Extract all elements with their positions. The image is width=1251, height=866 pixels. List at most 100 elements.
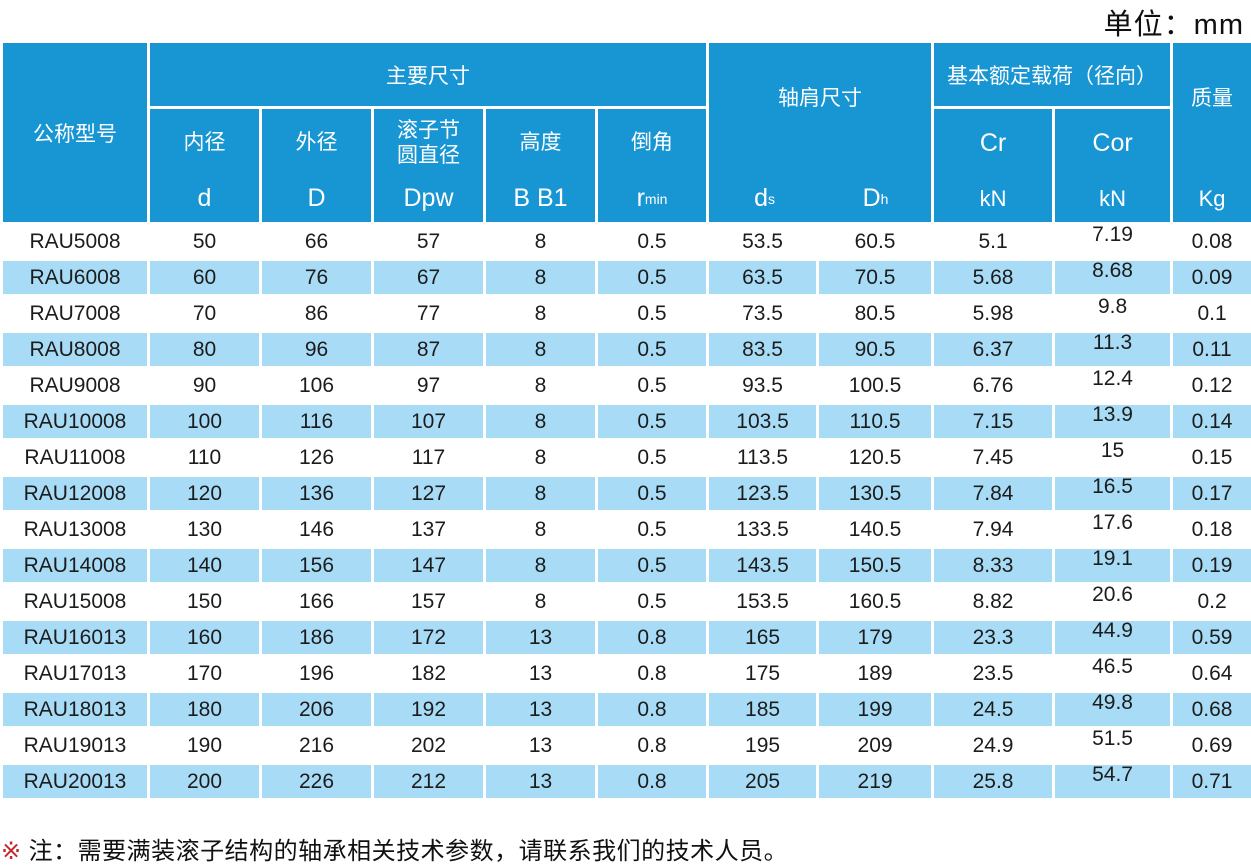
- cell-Cor: 49.8: [1052, 690, 1174, 729]
- cell-mass: 0.68: [1170, 690, 1251, 729]
- cell-D: 66: [259, 222, 374, 261]
- cell-d: 120: [147, 474, 262, 513]
- cell-Cr: 8.33: [931, 546, 1056, 585]
- cell-d: 110: [147, 438, 262, 477]
- cell-Cor: 11.3: [1052, 330, 1174, 369]
- cell-mass: 0.09: [1170, 258, 1251, 297]
- footnote: ※ 注：需要满装滚子结构的轴承相关技术参数，请联系我们的技术人员。: [1, 831, 788, 866]
- cell-Cor: 16.5: [1052, 474, 1174, 513]
- cell-B: 8: [483, 366, 598, 405]
- cell-Dpw: 87: [371, 330, 486, 369]
- cell-D: 86: [259, 294, 374, 333]
- cell-model: RAU11008: [0, 438, 150, 477]
- cell-Dpw: 192: [371, 690, 486, 729]
- cell-ds: 165: [706, 618, 820, 657]
- cell-r-min: 0.5: [594, 294, 710, 333]
- table-row: RAU6008 60 76 67 8 0.5 63.5 70.5 5.68 8.68 0.09: [0, 258, 1251, 297]
- cell-Dh: 140.5: [816, 510, 935, 549]
- cell-mass: 0.08: [1170, 222, 1251, 261]
- cell-B: 8: [483, 330, 598, 369]
- cell-Dpw: 147: [371, 546, 486, 585]
- table-row: RAU16013 160 186 172 13 0.8 165 179 23.3 44.9 0.59: [0, 618, 1251, 657]
- cell-r-min: 0.5: [594, 258, 710, 297]
- cell-mass: 0.59: [1170, 618, 1251, 657]
- cell-Dpw: 77: [371, 294, 486, 333]
- cell-D: 206: [259, 690, 374, 729]
- cell-ds: 205: [706, 762, 820, 801]
- cell-mass: 0.14: [1170, 402, 1251, 441]
- cell-Dh: 110.5: [816, 402, 935, 441]
- cell-mass: 0.12: [1170, 366, 1251, 405]
- cell-Dh: 189: [816, 654, 935, 693]
- cell-mass: 0.69: [1170, 726, 1251, 765]
- cell-Dh: 60.5: [816, 222, 935, 261]
- cell-ds: 53.5: [706, 222, 820, 261]
- cell-r-min: 0.8: [594, 690, 710, 729]
- cell-Dh: 199: [816, 690, 935, 729]
- cell-D: 76: [259, 258, 374, 297]
- cell-model: RAU17013: [0, 654, 150, 693]
- mass-unit: Kg: [1198, 185, 1226, 211]
- cell-Dpw: 137: [371, 510, 486, 549]
- cell-Dh: 160.5: [816, 582, 935, 621]
- cell-D: 136: [259, 474, 374, 513]
- cell-ds: 133.5: [706, 510, 820, 549]
- cell-ds: 185: [706, 690, 820, 729]
- table-row: RAU12008 120 136 127 8 0.5 123.5 130.5 7.84 16.5 0…: [0, 474, 1251, 513]
- cell-Cr: 25.8: [931, 762, 1056, 801]
- table-row: RAU8008 80 96 87 8 0.5 83.5 90.5 6.37 11.3 0.11: [0, 330, 1251, 369]
- cell-B: 13: [483, 618, 598, 657]
- cell-Cr: 6.76: [931, 366, 1056, 405]
- cell-r-min: 0.5: [594, 438, 710, 477]
- cell-Cor: 20.6: [1052, 582, 1174, 621]
- cell-Cor: 7.19: [1052, 222, 1174, 261]
- footnote-text: 注：需要满装滚子结构的轴承相关技术参数，请联系我们的技术人员。: [28, 838, 789, 865]
- cell-ds: 143.5: [706, 546, 820, 585]
- cell-Dh: 70.5: [816, 258, 935, 297]
- cell-Cr: 5.68: [931, 258, 1056, 297]
- cell-model: RAU15008: [0, 582, 150, 621]
- cell-Dpw: 117: [371, 438, 486, 477]
- cell-Cor: 51.5: [1052, 726, 1174, 765]
- footnote-marker-icon: ※: [1, 838, 22, 865]
- cell-ds: 83.5: [706, 330, 820, 369]
- cell-Dpw: 107: [371, 402, 486, 441]
- cell-model: RAU10008: [0, 402, 150, 441]
- cell-Cr: 7.15: [931, 402, 1056, 441]
- cell-d: 70: [147, 294, 262, 333]
- cell-Cr: 6.37: [931, 330, 1056, 369]
- header-chamfer: 倒角 r min: [594, 106, 710, 225]
- cell-Cor: 13.9: [1052, 402, 1174, 441]
- cell-mass: 0.2: [1170, 582, 1251, 621]
- cell-r-min: 0.5: [594, 474, 710, 513]
- cell-Cor: 15: [1052, 438, 1174, 477]
- table-row: RAU19013 190 216 202 13 0.8 195 209 24.9 51.5 0.69: [0, 726, 1251, 765]
- cell-B: 8: [483, 402, 598, 441]
- cell-model: RAU9008: [0, 366, 150, 405]
- cell-ds: 175: [706, 654, 820, 693]
- cell-model: RAU14008: [0, 546, 150, 585]
- cell-d: 190: [147, 726, 262, 765]
- cell-r-min: 0.8: [594, 618, 710, 657]
- cell-r-min: 0.5: [594, 510, 710, 549]
- cell-Dh: 130.5: [816, 474, 935, 513]
- cell-d: 150: [147, 582, 262, 621]
- cell-model: RAU19013: [0, 726, 150, 765]
- cell-ds: 113.5: [706, 438, 820, 477]
- cell-Dh: 100.5: [816, 366, 935, 405]
- cell-model: RAU5008: [0, 222, 150, 261]
- cell-r-min: 0.5: [594, 366, 710, 405]
- cell-ds: 63.5: [706, 258, 820, 297]
- cell-Cr: 7.45: [931, 438, 1056, 477]
- cell-D: 226: [259, 762, 374, 801]
- table-row: RAU20013 200 226 212 13 0.8 205 219 25.8 54.7 0.71: [0, 762, 1251, 801]
- cell-Dh: 80.5: [816, 294, 935, 333]
- cell-Dpw: 202: [371, 726, 486, 765]
- cell-mass: 0.18: [1170, 510, 1251, 549]
- header-height: 高度 B B1: [483, 106, 598, 225]
- cell-mass: 0.15: [1170, 438, 1251, 477]
- cell-B: 8: [483, 438, 598, 477]
- cell-d: 100: [147, 402, 262, 441]
- cell-ds: 103.5: [706, 402, 820, 441]
